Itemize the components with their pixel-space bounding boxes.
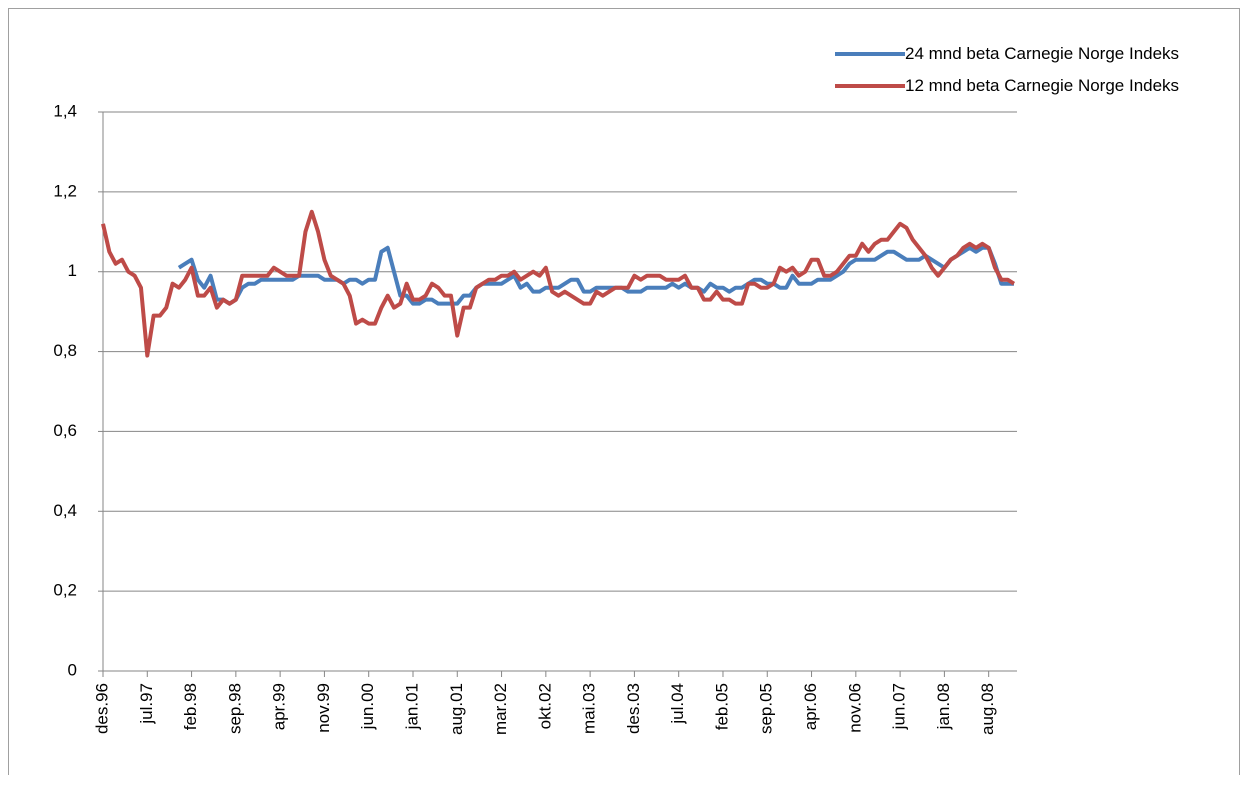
x-tick-label: nov.06 (845, 683, 864, 733)
legend-label: 24 mnd beta Carnegie Norge Indeks (905, 44, 1180, 63)
x-tick-label: jul.97 (137, 683, 156, 725)
y-tick-label: 0,4 (53, 501, 77, 520)
y-tick-label: 1,4 (53, 101, 77, 120)
x-tick-label: apr.99 (270, 683, 289, 730)
x-tick-label: sep.05 (757, 683, 776, 734)
y-tick-label: 1,2 (53, 181, 77, 200)
chart-frame (8, 8, 1240, 775)
x-tick-label: des.96 (92, 683, 111, 734)
y-tick-label: 0 (68, 660, 77, 679)
x-tick-label: apr.06 (801, 683, 820, 730)
x-tick-label: jan.08 (934, 683, 953, 730)
y-tick-label: 0,2 (53, 581, 77, 600)
legend: 24 mnd beta Carnegie Norge Indeks 12 mnd … (835, 40, 1235, 104)
legend-swatch (835, 84, 905, 88)
x-tick-label: des.03 (624, 683, 643, 734)
x-tick-label: mar.02 (491, 683, 510, 735)
series-line (177, 245, 1014, 306)
y-tick-label: 1 (68, 261, 77, 280)
x-tick-label: aug.08 (978, 683, 997, 735)
x-tick-label: feb.98 (181, 683, 200, 730)
x-tick-label: sep.98 (225, 683, 244, 734)
legend-entry: 24 mnd beta Carnegie Norge Indeks (835, 40, 1235, 68)
y-tick-label: 0,6 (53, 421, 77, 440)
x-tick-label: aug.01 (447, 683, 466, 735)
x-tick-label: nov.99 (314, 683, 333, 733)
x-tick-label: jun.00 (358, 683, 377, 730)
legend-entry: 12 mnd beta Carnegie Norge Indeks (835, 72, 1235, 100)
x-tick-label: mai.03 (580, 683, 599, 734)
x-tick-label: okt.02 (535, 683, 554, 729)
series-line (101, 209, 1016, 358)
y-tick-label: 0,8 (53, 341, 77, 360)
x-tick-label: jun.07 (890, 683, 909, 730)
x-tick-label: jul.04 (668, 683, 687, 725)
legend-swatch (835, 52, 905, 56)
legend-label: 12 mnd beta Carnegie Norge Indeks (905, 76, 1180, 95)
x-tick-label: feb.05 (712, 683, 731, 730)
x-tick-label: jan.01 (402, 683, 421, 730)
